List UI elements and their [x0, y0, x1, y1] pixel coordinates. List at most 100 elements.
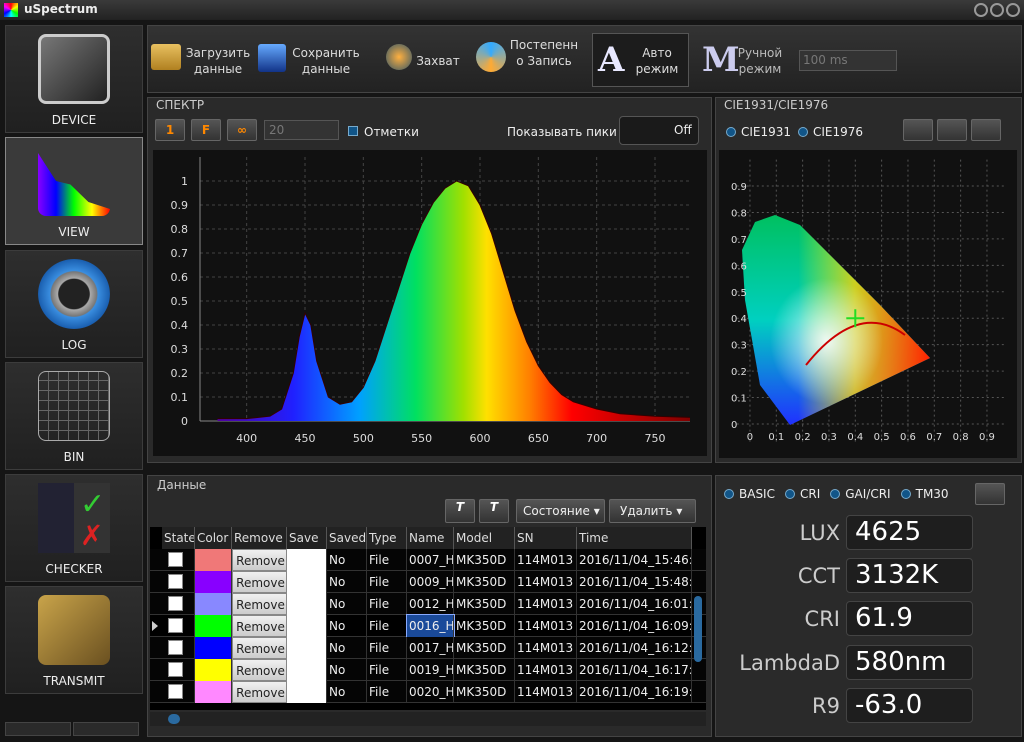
nav-view[interactable]: VIEW: [5, 137, 143, 245]
dropdown-label: Состояние: [523, 504, 590, 518]
checkbox[interactable]: [168, 640, 183, 655]
type-cell: File: [367, 593, 407, 615]
bin-icon: [38, 371, 110, 441]
scroll-up[interactable]: [5, 722, 71, 736]
remove-button[interactable]: Remove: [232, 549, 287, 571]
toggle-state: Off: [674, 123, 692, 137]
h-scrollbar[interactable]: [150, 712, 706, 726]
data-title: Данные: [157, 478, 207, 492]
remove-button[interactable]: Remove: [232, 593, 287, 615]
color-swatch: [195, 549, 232, 571]
load-button[interactable]: Загрузить данные: [185, 46, 251, 76]
state-dropdown[interactable]: Состояние ▾: [516, 499, 605, 523]
auto-mode[interactable]: [592, 33, 689, 87]
planckian-locus: [805, 321, 906, 366]
table-row[interactable]: Remove No File 0019_H MK350D 114M013 2016/11/0…: [150, 659, 706, 681]
remove-text[interactable]: T: [479, 499, 509, 523]
name-cell: 0012_H: [407, 593, 454, 615]
table-row[interactable]: Remove No File 0009_H MK350D 114M013 2016/11/0…: [150, 571, 706, 593]
load-icon: [151, 44, 181, 70]
y-tick-label: 0.6: [731, 261, 747, 272]
metric-tab[interactable]: GAI/CRI: [830, 487, 891, 501]
metric-label: LambdaD: [739, 651, 840, 675]
y-tick-label: 0.1: [731, 394, 747, 405]
app-icon: [4, 3, 18, 17]
peaks-toggle[interactable]: Off: [619, 116, 699, 145]
auto-letter: A: [598, 40, 625, 80]
checkbox[interactable]: [168, 596, 183, 611]
table-row[interactable]: Remove No File 0007_H MK350D 114M013 2016/11/0…: [150, 549, 706, 571]
nav-log[interactable]: LOG: [5, 250, 143, 358]
remove-button[interactable]: Remove: [232, 659, 287, 681]
minimize[interactable]: [974, 3, 988, 17]
column-header: Type: [367, 527, 407, 549]
time-cell: 2016/11/04_15:46:5: [577, 549, 692, 571]
remove-button[interactable]: Remove: [232, 571, 287, 593]
zoom-out[interactable]: [937, 119, 967, 141]
mode-f[interactable]: F: [191, 119, 221, 141]
export[interactable]: [975, 483, 1005, 505]
saved-cell: No: [327, 659, 367, 681]
metric-tab[interactable]: TM30: [900, 487, 949, 501]
x-tick-label: 0: [747, 432, 753, 443]
remove-button[interactable]: Remove: [232, 615, 287, 637]
checkbox[interactable]: [168, 662, 183, 677]
y-tick-label: 0.4: [731, 314, 747, 325]
save-cell: [287, 681, 327, 703]
close[interactable]: [1006, 3, 1020, 17]
y-tick-label: 0.1: [171, 391, 189, 404]
metric-tab[interactable]: BASIC: [724, 487, 775, 501]
delete-dropdown[interactable]: Удалить ▾: [609, 499, 696, 523]
zoom-in[interactable]: [903, 119, 933, 141]
save-cell: [287, 571, 327, 593]
cie1931-option[interactable]: CIE1931: [726, 125, 791, 139]
mode-1[interactable]: 1: [155, 119, 185, 141]
nav-bin[interactable]: BIN: [5, 362, 143, 470]
table-row[interactable]: Remove No File 0017_H MK350D 114M013 2016/11/0…: [150, 637, 706, 659]
capture-button[interactable]: Захват: [416, 54, 460, 68]
table-scrollbar[interactable]: [694, 596, 702, 662]
mode-inf[interactable]: ∞: [227, 119, 257, 141]
metric-tab[interactable]: CRI: [784, 487, 820, 501]
remove-button[interactable]: Remove: [232, 637, 287, 659]
column-header: Model: [454, 527, 515, 549]
cie1976-option[interactable]: CIE1976: [798, 125, 863, 139]
interval-select[interactable]: 100 ms: [799, 50, 897, 71]
checkbox[interactable]: [168, 684, 183, 699]
table-row[interactable]: Remove No File 0016_H MK350D 114M013 2016/11/0…: [150, 614, 706, 638]
table-row[interactable]: Remove No File 0020_H MK350D 114M013 2016/11/0…: [150, 681, 706, 703]
log-icon: [38, 259, 110, 329]
nav-checker[interactable]: ✓ ✗ CHECKER: [5, 474, 143, 582]
fit[interactable]: [971, 119, 1001, 141]
checkbox[interactable]: [168, 574, 183, 589]
remove-button[interactable]: Remove: [232, 681, 287, 703]
x-tick-label: 600: [470, 432, 491, 445]
gradual-button[interactable]: Постепенно Запись: [509, 38, 579, 68]
type-cell: File: [367, 681, 407, 703]
nav-transmit[interactable]: TRANSMIT: [5, 586, 143, 694]
y-tick-label: 0.9: [171, 199, 189, 212]
table-row[interactable]: Remove No File 0012_H MK350D 114M013 2016/11/0…: [150, 593, 706, 615]
checkbox[interactable]: [168, 552, 183, 567]
option-label: CIE1976: [813, 125, 864, 139]
maximize[interactable]: [990, 3, 1004, 17]
x-tick-label: 0.7: [926, 432, 942, 443]
add-text[interactable]: T: [445, 499, 475, 523]
sn-cell: 114M013: [515, 615, 577, 637]
state-cell: [162, 593, 195, 615]
scroll-down[interactable]: [73, 722, 139, 736]
metric-label: CRI: [804, 607, 840, 631]
interval-value: 100 ms: [803, 53, 848, 67]
nav-label: TRANSMIT: [43, 674, 105, 688]
manual-label[interactable]: Ручной режим: [737, 46, 783, 76]
save-button[interactable]: Сохранить данные: [292, 46, 360, 76]
y-tick-label: 0.5: [731, 288, 747, 299]
y-tick-label: 0.4: [171, 319, 189, 332]
model-cell: MK350D: [454, 615, 515, 637]
saved-cell: No: [327, 549, 367, 571]
marks-checkbox[interactable]: [348, 126, 358, 136]
count-select[interactable]: 20: [264, 120, 339, 140]
nav-device[interactable]: DEVICE: [5, 25, 143, 133]
checkbox[interactable]: [168, 618, 183, 633]
